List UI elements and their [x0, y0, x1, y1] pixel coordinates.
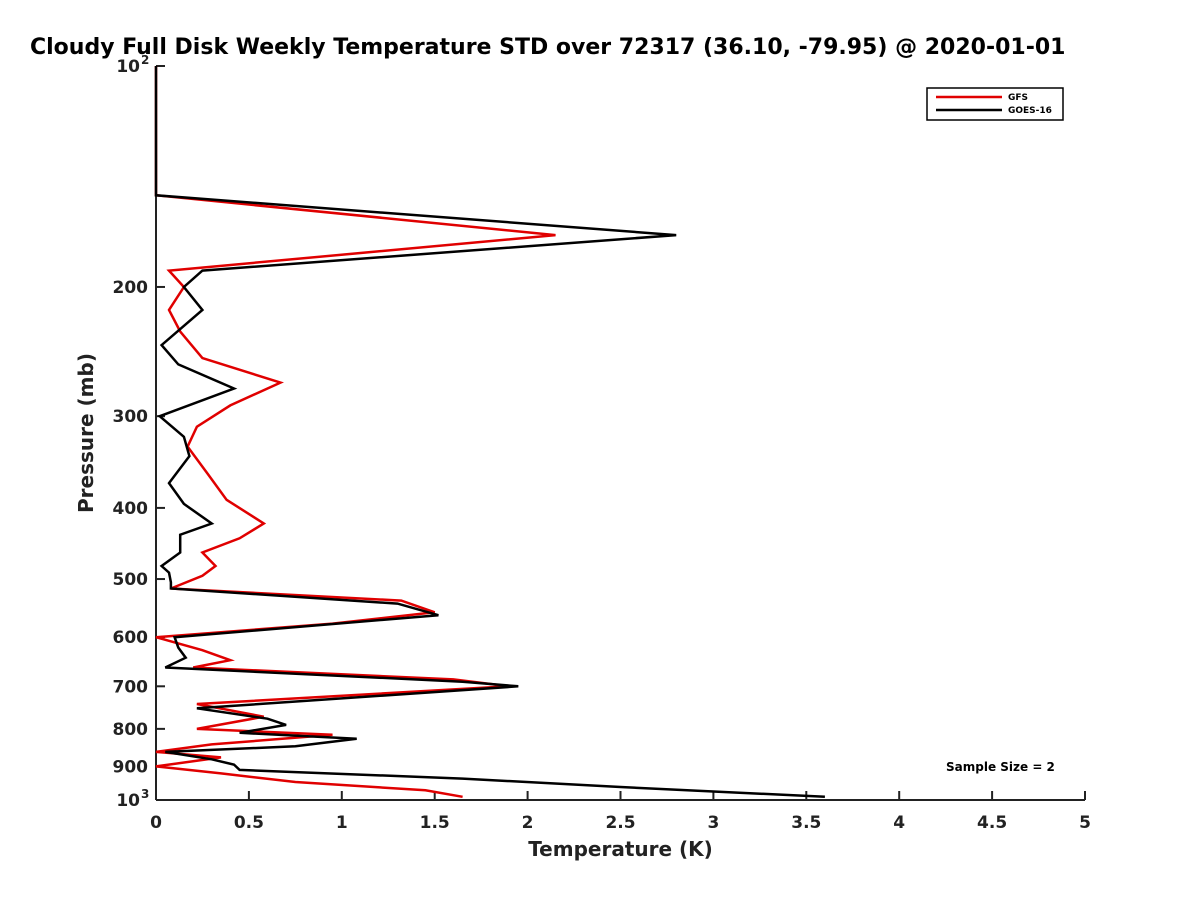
- x-tick-label: 1.5: [420, 813, 450, 833]
- y-tick-label: 500: [113, 570, 149, 590]
- y-tick-label: 800: [113, 720, 149, 740]
- y-tick-label: 200: [113, 278, 149, 298]
- y-axis-label: Pressure (mb): [74, 353, 98, 513]
- x-tick-label: 4.5: [977, 813, 1007, 833]
- x-tick-label: 2.5: [605, 813, 635, 833]
- y-tick-exponent: 3: [141, 787, 149, 801]
- series-line-goes-16: [154, 66, 825, 799]
- legend-box: [926, 87, 1064, 121]
- series-layer: [154, 66, 825, 799]
- x-tick-label: 1: [336, 813, 348, 833]
- legend-label: GFS: [1008, 93, 1028, 103]
- x-axis-ticks: 0 0.5 1 1.5 2 2.5 3 3.5 4 4.5 5: [150, 791, 1091, 833]
- y-tick-exponent: 2: [141, 53, 149, 67]
- x-tick-label: 3: [707, 813, 719, 833]
- x-tick-label: 0.5: [234, 813, 264, 833]
- y-tick-label: 300: [113, 407, 149, 427]
- y-tick-label: 600: [113, 628, 149, 648]
- legend: GFS GOES-16: [926, 87, 1064, 121]
- y-tick-label: 10: [116, 791, 140, 811]
- x-tick-label: 5: [1079, 813, 1091, 833]
- sample-size-annotation: Sample Size = 2: [946, 760, 1055, 774]
- y-tick-label: 10: [116, 57, 140, 77]
- chart-title: Cloudy Full Disk Weekly Temperature STD …: [30, 35, 1065, 60]
- series-line-gfs: [154, 66, 556, 799]
- x-tick-label: 4: [893, 813, 905, 833]
- y-tick-label: 900: [113, 757, 149, 777]
- y-tick-label: 700: [113, 677, 149, 697]
- y-tick-label: 400: [113, 499, 149, 519]
- legend-label: GOES-16: [1008, 106, 1052, 116]
- x-tick-label: 0: [150, 813, 162, 833]
- x-tick-label: 3.5: [791, 813, 821, 833]
- x-axis-label: Temperature (K): [528, 837, 713, 861]
- x-tick-label: 2: [522, 813, 534, 833]
